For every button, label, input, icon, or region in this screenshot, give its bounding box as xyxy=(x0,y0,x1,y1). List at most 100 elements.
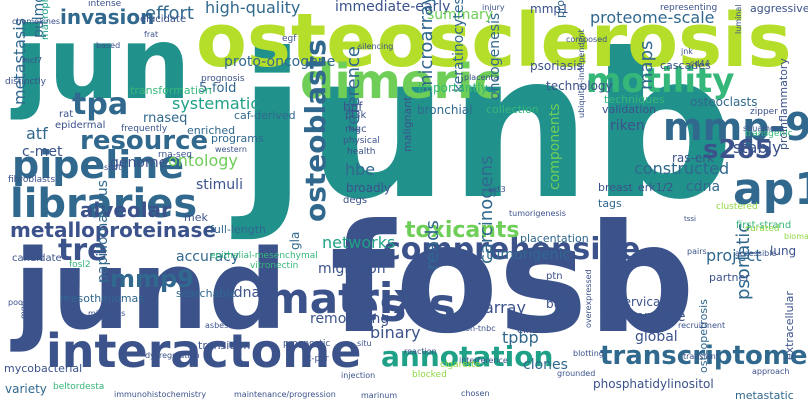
word: reaction xyxy=(404,347,437,356)
word: matrix xyxy=(266,274,421,323)
word: proto-oncogene xyxy=(224,54,336,70)
word: immediate-early xyxy=(335,0,451,15)
word: kegg xyxy=(356,247,381,258)
word: cdnas xyxy=(226,285,268,301)
word: based xyxy=(96,41,121,50)
word: stimuli xyxy=(196,177,243,193)
word: comprehensive xyxy=(383,232,641,267)
word: clustered xyxy=(716,202,758,212)
word: full-length xyxy=(210,223,266,236)
word: ests xyxy=(348,278,456,332)
word: curated xyxy=(745,224,780,234)
word: breast xyxy=(598,181,633,194)
word: array xyxy=(484,298,526,317)
word: mcf7 xyxy=(22,56,43,65)
word: mmp9 xyxy=(110,265,194,293)
word: beltordesta xyxy=(53,382,105,392)
word: fosl2 xyxy=(69,260,91,270)
word: osteoclasts xyxy=(690,95,758,109)
word: mesotheliomas xyxy=(60,292,145,305)
word: approach xyxy=(752,367,790,376)
word: chosen xyxy=(461,389,490,398)
word: asbestos xyxy=(205,321,241,330)
word: transient xyxy=(683,352,719,361)
word: luminal xyxy=(734,4,743,34)
word: effort xyxy=(145,3,194,24)
word: erk1/2 xyxy=(638,181,674,194)
word: marinum xyxy=(361,391,398,400)
word: importantly xyxy=(418,81,488,95)
word: constructed xyxy=(634,159,730,178)
word: cascades xyxy=(660,59,711,72)
word: frat xyxy=(144,30,159,39)
word: binary xyxy=(370,323,421,342)
word: transition xyxy=(198,339,251,352)
word: clones xyxy=(523,357,568,373)
word: squamous xyxy=(743,124,785,133)
word: cigarette xyxy=(440,360,481,370)
word: profiles xyxy=(554,0,567,18)
word: programs xyxy=(211,132,264,145)
word: maintenance/progression xyxy=(234,390,336,399)
word: shift xyxy=(104,163,122,172)
word: tpbp xyxy=(502,328,539,347)
word: pipeline xyxy=(12,143,185,187)
word: immunohistochemistry xyxy=(114,390,207,399)
word: gla xyxy=(288,231,302,250)
word: genome xyxy=(110,155,168,171)
word: papillomavirus xyxy=(95,180,111,283)
word: first-strand xyxy=(736,220,792,231)
word: egf xyxy=(282,34,297,44)
word: mek xyxy=(184,211,208,224)
word: situ xyxy=(357,339,372,348)
word: western xyxy=(215,145,247,154)
word: cd44 xyxy=(690,59,710,68)
word: precise xyxy=(635,309,686,325)
word: accessible xyxy=(735,249,777,258)
word: transgenic xyxy=(745,129,793,139)
word: build xyxy=(546,297,576,311)
word: biomarker xyxy=(784,232,808,241)
word: partner xyxy=(709,271,750,284)
word: mmp1 xyxy=(530,2,569,16)
word: silencing xyxy=(358,42,394,51)
word: stably xyxy=(733,138,782,157)
word: transformation xyxy=(130,84,212,97)
word: components xyxy=(547,103,563,191)
word: resource xyxy=(80,126,209,156)
word: rt-pcr xyxy=(304,354,329,364)
word: prognosis xyxy=(201,74,245,84)
word: representing xyxy=(660,3,718,13)
word: jnk xyxy=(681,47,693,56)
word: oncogenesis xyxy=(487,12,503,100)
word: chemokines xyxy=(12,17,61,26)
word: transcriptome xyxy=(600,341,808,371)
word: vitronectin xyxy=(250,261,299,271)
word: fosb xyxy=(330,193,695,367)
word: techniques xyxy=(604,93,665,106)
word: accuracy xyxy=(176,249,240,265)
word: 5-fold xyxy=(199,81,237,96)
word: fibroblasts xyxy=(8,175,56,185)
word: ap1 xyxy=(733,164,808,215)
word: variety xyxy=(5,382,47,396)
word: jun xyxy=(14,5,191,122)
word: mgc xyxy=(345,124,367,135)
word: frequently xyxy=(121,124,168,134)
word: project xyxy=(706,246,762,265)
word: injury xyxy=(482,3,505,12)
word: tssi xyxy=(684,215,696,223)
word: osteosclerosis xyxy=(196,0,792,84)
word: mmp-9 xyxy=(663,105,808,149)
word: blocked xyxy=(412,370,447,380)
word: rat xyxy=(59,109,74,120)
word: proteome-scale xyxy=(590,8,715,27)
word: ras-erk xyxy=(672,151,715,165)
word: metastatic xyxy=(735,389,794,402)
word: tumorigenesis xyxy=(509,209,566,218)
word: collection xyxy=(486,103,539,116)
word: jund xyxy=(14,226,288,354)
word: motility xyxy=(586,61,735,101)
word: overexpressed xyxy=(584,269,593,328)
